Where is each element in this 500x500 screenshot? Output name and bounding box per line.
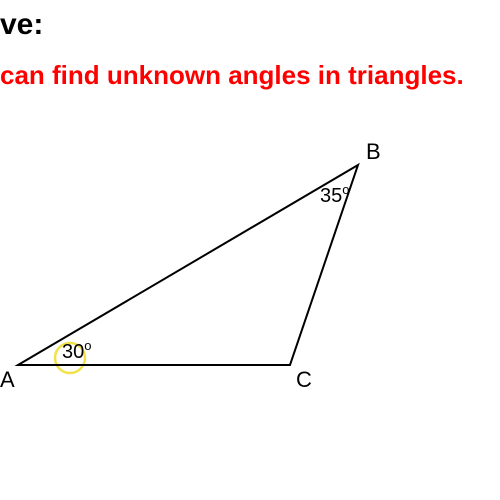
angle-a-deg: o [84, 338, 91, 353]
vertex-label-a: A [0, 367, 15, 392]
learning-objective-text: can find unknown angles in triangles. [0, 60, 464, 90]
page-title-text: ve: [0, 8, 43, 41]
triangle-diagram: A B C 30o 35o [0, 140, 500, 400]
angle-b-value: 35 [320, 185, 342, 207]
angle-label-a: 30o [62, 338, 91, 363]
triangle-shape [18, 165, 358, 365]
angle-a-value: 30 [62, 341, 84, 363]
learning-objective: can find unknown angles in triangles. [0, 60, 464, 91]
vertex-label-b: B [366, 140, 381, 164]
page-title: ve: [0, 8, 43, 42]
vertex-label-c: C [296, 367, 312, 392]
angle-b-deg: o [342, 182, 349, 197]
